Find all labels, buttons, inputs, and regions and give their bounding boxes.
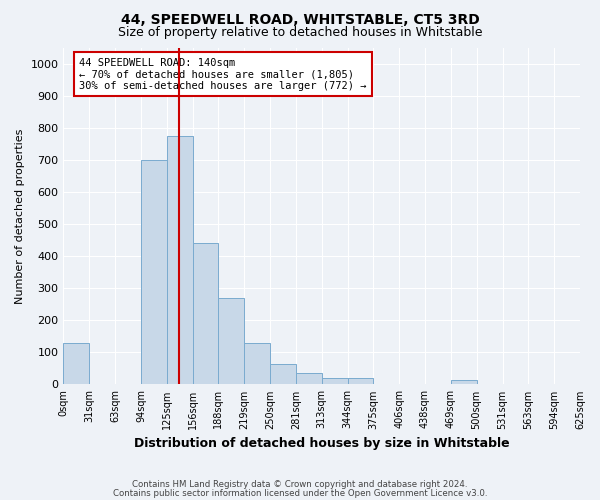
Text: Contains public sector information licensed under the Open Government Licence v3: Contains public sector information licen… (113, 490, 487, 498)
Bar (64, 342, 89, 384)
Bar (244, 342, 270, 384)
Text: Contains HM Land Registry data © Crown copyright and database right 2024.: Contains HM Land Registry data © Crown c… (132, 480, 468, 489)
Bar (193, 243, 218, 384)
Bar (270, 364, 296, 384)
Bar (451, 380, 476, 384)
Bar (167, 136, 193, 384)
Bar (347, 378, 373, 384)
X-axis label: Distribution of detached houses by size in Whitstable: Distribution of detached houses by size … (134, 437, 509, 450)
Bar (218, 298, 244, 384)
Bar (322, 378, 347, 384)
Y-axis label: Number of detached properties: Number of detached properties (15, 128, 25, 304)
Bar (296, 373, 322, 384)
Text: Size of property relative to detached houses in Whitstable: Size of property relative to detached ho… (118, 26, 482, 39)
Text: 44 SPEEDWELL ROAD: 140sqm
← 70% of detached houses are smaller (1,805)
30% of se: 44 SPEEDWELL ROAD: 140sqm ← 70% of detac… (79, 58, 367, 91)
Text: 44, SPEEDWELL ROAD, WHITSTABLE, CT5 3RD: 44, SPEEDWELL ROAD, WHITSTABLE, CT5 3RD (121, 12, 479, 26)
Bar (141, 160, 167, 384)
